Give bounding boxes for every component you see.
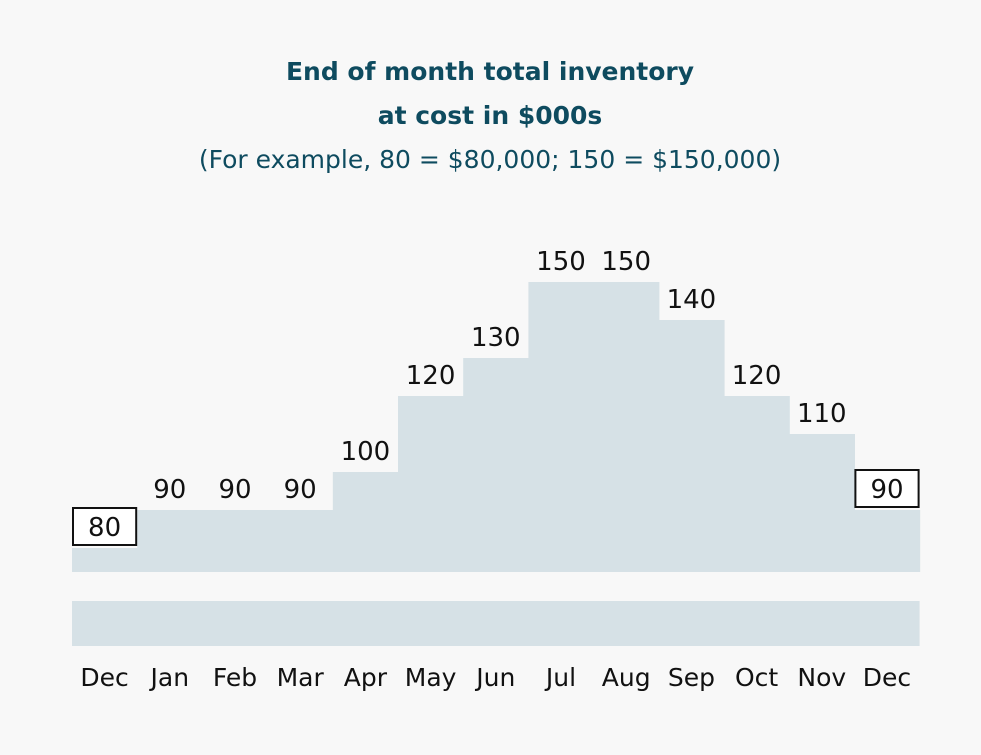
chart-subtitle: (For example, 80 = $80,000; 150 = $150,0… [199, 145, 781, 174]
step-bar-7 [528, 282, 595, 572]
step-bar-10 [724, 396, 790, 572]
x-tick-2: Feb [213, 663, 257, 692]
x-tick-7: Jul [544, 663, 576, 692]
value-label-1: 90 [153, 475, 186, 505]
chart-title-line-2: at cost in $000s [378, 101, 603, 130]
value-box-0 [72, 507, 138, 546]
value-label-12: 90 [870, 475, 903, 505]
step-bar-6 [463, 358, 529, 572]
step-bar-12 [854, 510, 921, 572]
step-bar-9 [658, 320, 725, 572]
step-bar-8 [593, 282, 660, 572]
value-label-2: 90 [218, 475, 251, 505]
step-bar-3 [267, 510, 334, 572]
step-bar-1 [137, 510, 203, 572]
x-tick-3: Mar [277, 663, 325, 692]
chart-title-line-1: End of month total inventory [286, 57, 694, 86]
x-tick-6: Jun [474, 663, 515, 692]
step-bar-5 [398, 396, 464, 572]
value-label-0: 80 [88, 513, 121, 543]
value-label-8: 150 [601, 247, 651, 277]
x-tick-1: Jan [149, 663, 190, 692]
x-tick-12: Dec [863, 663, 911, 692]
x-axis-ticks: Dec Jan Feb Mar Apr May Jun Jul Aug Sep Oct Nov Dec [80, 663, 911, 692]
value-label-10: 120 [732, 361, 782, 391]
value-label-7: 150 [536, 247, 586, 277]
value-label-6: 130 [471, 323, 521, 353]
x-tick-9: Sep [668, 663, 715, 692]
x-tick-11: Nov [797, 663, 846, 692]
value-label-3: 90 [284, 475, 317, 505]
value-label-11: 110 [797, 399, 847, 429]
baseline-band [72, 601, 920, 646]
step-area [72, 282, 921, 572]
step-bar-0 [72, 548, 138, 572]
step-bar-11 [789, 434, 855, 572]
value-labels: 80 90 90 90 100 120 130 150 150 140 120 110 90 [72, 247, 920, 546]
value-label-9: 140 [667, 285, 717, 315]
x-tick-10: Oct [735, 663, 778, 692]
x-tick-8: Aug [602, 663, 651, 692]
step-bar-2 [202, 510, 269, 572]
x-tick-0: Dec [80, 663, 128, 692]
value-label-5: 120 [406, 361, 456, 391]
step-bar-4 [332, 472, 399, 572]
value-box-12 [854, 469, 920, 508]
x-tick-4: Apr [344, 663, 388, 692]
x-tick-5: May [405, 663, 457, 692]
value-label-4: 100 [341, 437, 391, 467]
